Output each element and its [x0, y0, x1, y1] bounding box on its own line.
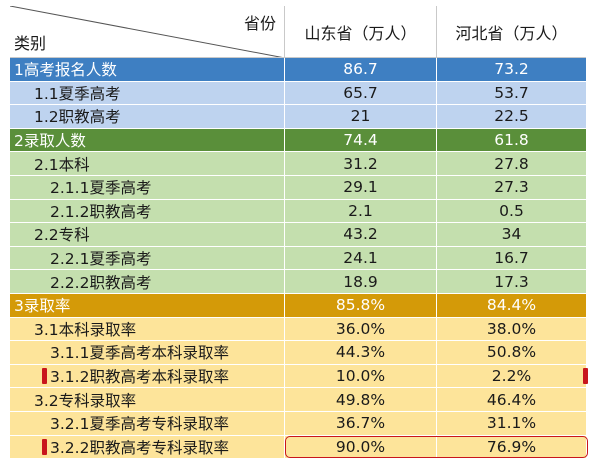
- shandong-value: 86.7: [285, 58, 437, 81]
- table-row: 3录取率 85.8% 84.4%: [10, 293, 586, 318]
- header-hebei: 河北省（万人）: [455, 23, 568, 43]
- row-label: 1高考报名人数: [10, 58, 285, 81]
- hebei-value: 22.5: [494, 107, 529, 126]
- hebei-value: 53.7: [494, 83, 529, 102]
- table-row-highlighted: 3.2.2职教高考专科录取率 90.0% 76.9%: [10, 435, 586, 460]
- row-label: 3录取率: [10, 293, 285, 317]
- highlight-marker-left: [42, 439, 47, 455]
- shandong-value: 21: [285, 105, 437, 128]
- table-row: 2.2.2职教高考 18.9 17.3: [10, 270, 586, 294]
- shandong-value: 36.0%: [285, 317, 437, 341]
- header-province-label: 省份: [243, 14, 276, 33]
- table-row: 2.1本科 31.2 27.8: [10, 152, 586, 176]
- shandong-value: 18.9: [285, 270, 437, 293]
- header-shandong: 山东省（万人）: [285, 6, 437, 57]
- shandong-value: 74.4: [285, 128, 437, 152]
- header-corner-cell: 省份 类别: [10, 6, 285, 57]
- table-row: 2.1.2职教高考 2.1 0.5: [10, 199, 586, 224]
- admission-table: 省份 类别 山东省（万人） 河北省（万人） 1高考报名人数 86.7 73.2 …: [10, 6, 586, 460]
- hebei-value: 27.8: [494, 154, 529, 173]
- row-label: 3.2专科录取率: [10, 388, 285, 411]
- table-row: 2录取人数 74.4 61.8: [10, 128, 586, 153]
- shandong-value: 43.2: [285, 223, 437, 246]
- row-label: 3.1.1夏季高考本科录取率: [10, 341, 285, 364]
- hebei-value: 17.3: [494, 272, 529, 291]
- shandong-value: 85.8%: [285, 293, 437, 317]
- hebei-value: 34: [501, 225, 522, 244]
- hebei-value: 50.8%: [486, 343, 537, 362]
- table-row: 3.2.1夏季高考专科录取率 36.7% 31.1%: [10, 411, 586, 436]
- row-label: 2.1本科: [10, 152, 285, 175]
- shandong-value: 29.1: [285, 175, 437, 199]
- row-label: 3.2.2职教高考专科录取率: [10, 435, 285, 459]
- header-diagonal-line: [10, 6, 283, 57]
- row-label: 3.2.1夏季高考专科录取率: [10, 411, 285, 435]
- hebei-value: 31.1%: [486, 414, 537, 433]
- shandong-value: 44.3%: [285, 341, 437, 364]
- row-label: 2.1.2职教高考: [10, 199, 285, 223]
- hebei-value: 76.9%: [486, 437, 537, 456]
- hebei-value: 84.4%: [486, 296, 537, 315]
- hebei-value: 61.8: [494, 131, 529, 150]
- row-label: 2.1.1夏季高考: [10, 175, 285, 199]
- table-row: 3.2专科录取率 49.8% 46.4%: [10, 388, 586, 412]
- shandong-value: 24.1: [285, 246, 437, 270]
- highlight-marker-right: [583, 368, 588, 384]
- table-row: 2.1.1夏季高考 29.1 27.3: [10, 175, 586, 200]
- hebei-value: 0.5: [499, 201, 524, 220]
- table-row: 2.2.1夏季高考 24.1 16.7: [10, 246, 586, 271]
- hebei-value: 46.4%: [486, 390, 537, 409]
- table-row: 1.1夏季高考 65.7 53.7: [10, 81, 586, 106]
- shandong-value: 65.7: [285, 81, 437, 105]
- shandong-value: 49.8%: [285, 388, 437, 411]
- row-label: 3.1本科录取率: [10, 317, 285, 341]
- shandong-value: 10.0%: [285, 364, 437, 388]
- table-row: 1.2职教高考 21 22.5: [10, 105, 586, 129]
- row-label: 2.2专科: [10, 223, 285, 246]
- table-header: 省份 类别 山东省（万人） 河北省（万人）: [10, 6, 586, 58]
- shandong-value: 90.0%: [285, 435, 437, 459]
- row-label: 2.2.2职教高考: [10, 270, 285, 293]
- row-label: 1.1夏季高考: [10, 81, 285, 105]
- shandong-value: 31.2: [285, 152, 437, 175]
- hebei-value: 2.2%: [491, 367, 532, 386]
- hebei-value: 27.3: [494, 178, 529, 197]
- hebei-value: 38.0%: [486, 319, 537, 338]
- row-label: 1.2职教高考: [10, 105, 285, 128]
- table-row: 3.1本科录取率 36.0% 38.0%: [10, 317, 586, 342]
- header-category-label: 类别: [14, 34, 47, 53]
- row-label: 2.2.1夏季高考: [10, 246, 285, 270]
- table-row: 2.2专科 43.2 34: [10, 223, 586, 247]
- table-row: 3.1.1夏季高考本科录取率 44.3% 50.8%: [10, 341, 586, 365]
- highlight-outline: [285, 436, 588, 458]
- hebei-value: 16.7: [494, 249, 529, 268]
- row-label: 2录取人数: [10, 128, 285, 152]
- hebei-value: 73.2: [494, 60, 529, 79]
- row-label: 3.1.2职教高考本科录取率: [10, 364, 285, 388]
- table-row-highlighted: 3.1.2职教高考本科录取率 10.0% 2.2%: [10, 364, 586, 389]
- shandong-value: 36.7%: [285, 411, 437, 435]
- highlight-marker-left: [42, 368, 47, 384]
- table-row: 1高考报名人数 86.7 73.2: [10, 58, 586, 82]
- shandong-value: 2.1: [285, 199, 437, 223]
